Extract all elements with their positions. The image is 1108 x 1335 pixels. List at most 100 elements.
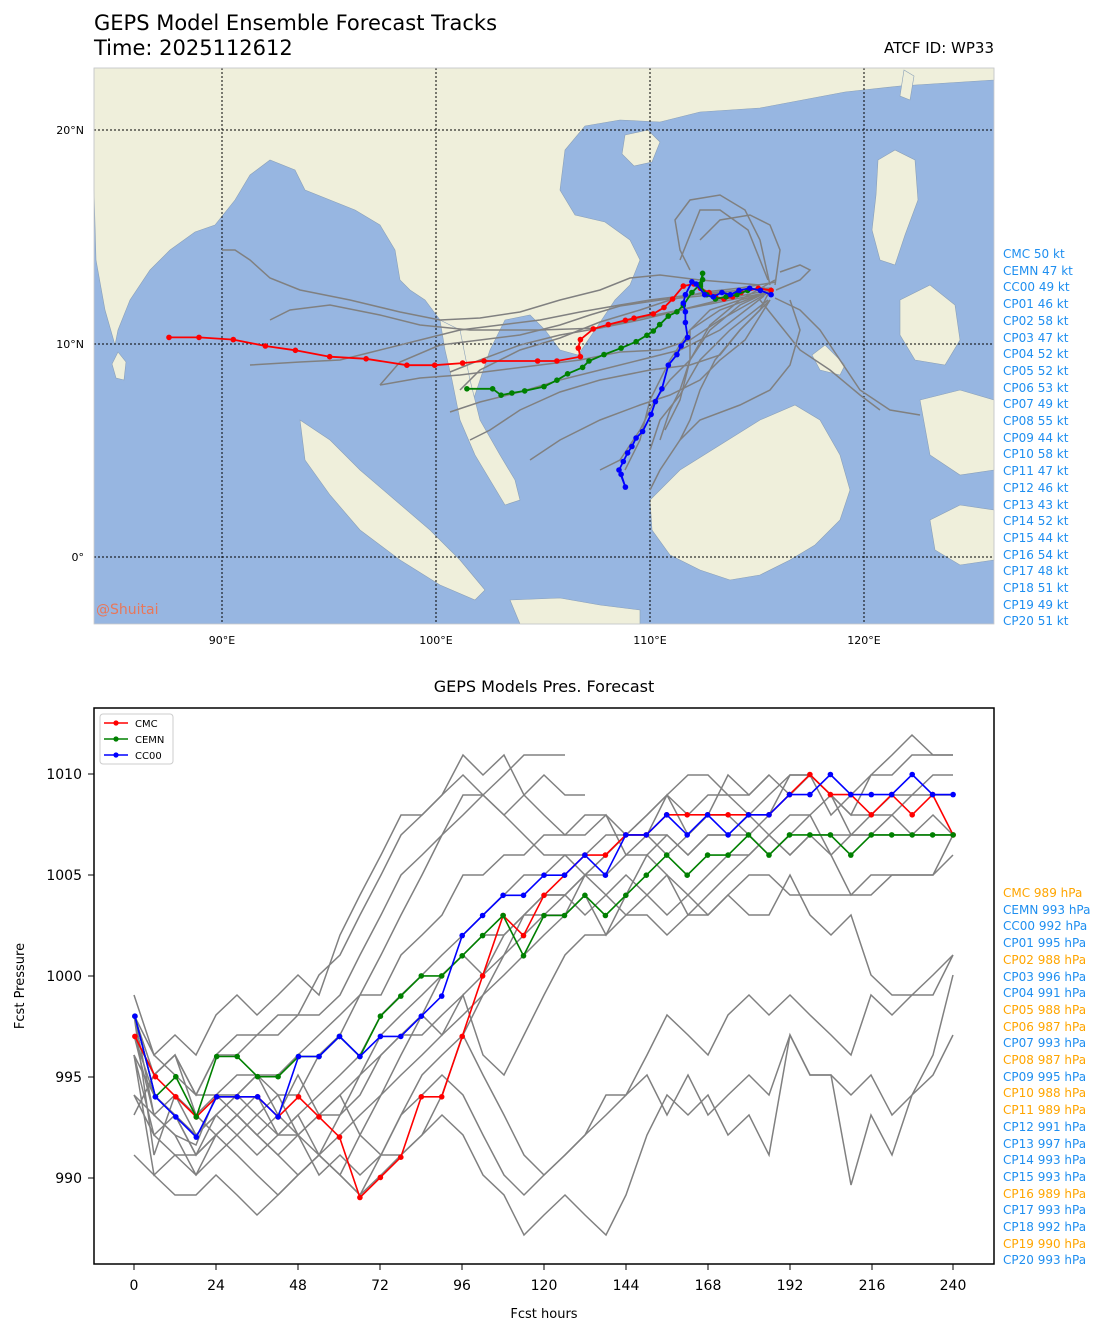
track-point-cc00 [678, 343, 684, 349]
intensity-label: CP16 54 kt [1003, 547, 1069, 562]
pressure-point-cemn [704, 852, 711, 858]
pressure-point-cmc [459, 1033, 466, 1040]
plot-ytick-label: 1005 [46, 868, 82, 884]
pressure-point-cc00 [909, 771, 915, 778]
pressure-point-cmc [602, 852, 609, 858]
pressure-point-cemn [275, 1073, 281, 1080]
intensity-label: CP15 44 kt [1003, 530, 1069, 545]
pressure-point-cc00 [684, 832, 690, 838]
track-point-cc00 [701, 291, 708, 298]
pressure-point-cmc [807, 771, 813, 778]
pressure-point-cemn [848, 852, 854, 858]
track-map: 90°E 100°E 110°E 120°E 20°N 10°N 0° [56, 67, 995, 647]
pressure-point-cc00 [152, 1094, 159, 1100]
plot-xtick-label: 96 [453, 1278, 471, 1294]
pressure-point-cemn [786, 832, 793, 838]
track-point-cemn [633, 338, 639, 345]
pressure-label: CP04 991 hPa [1003, 986, 1087, 1001]
track-point-cemn [564, 371, 571, 377]
track-point-cemn [699, 276, 706, 283]
track-point-cemn [601, 351, 607, 358]
track-point-cemn [734, 291, 740, 298]
track-point-cc00 [727, 291, 734, 298]
map-land [93, 67, 995, 625]
pressure-point-cemn [950, 832, 956, 838]
pressure-point-cc00 [500, 892, 506, 899]
intensity-label: CEMN 47 kt [1003, 263, 1073, 278]
map-time: Time: 2025112612 [94, 36, 293, 60]
pressure-label: CP03 996 hPa [1003, 969, 1087, 984]
track-point-cmc [650, 311, 657, 317]
pressure-label: CP02 988 hPa [1003, 952, 1087, 967]
pressure-point-cemn [766, 852, 772, 858]
track-point-cmc [554, 358, 560, 364]
pressure-label: CP19 990 hPa [1003, 1236, 1087, 1251]
intensity-label: CP13 43 kt [1003, 497, 1069, 512]
track-point-cmc [363, 356, 369, 362]
pressure-point-cmc [418, 1094, 425, 1100]
pressure-point-cc00 [520, 892, 527, 899]
legend-marker-cmc [113, 720, 119, 726]
pressure-label: CP07 993 hPa [1003, 1036, 1087, 1051]
pressure-point-cc00 [193, 1134, 200, 1140]
track-point-cmc [459, 360, 466, 366]
pressure-point-cc00 [357, 1053, 363, 1060]
pressure-label: CP06 987 hPa [1003, 1019, 1087, 1034]
track-point-cc00 [693, 281, 699, 287]
track-point-cemn [554, 377, 560, 384]
track-point-cemn [644, 332, 650, 339]
pressure-point-cemn [888, 832, 895, 838]
track-point-cc00 [689, 279, 695, 285]
plot-series [132, 771, 956, 1201]
legend-label-cmc: CMC [135, 719, 158, 730]
pressure-point-cmc [357, 1194, 363, 1201]
y-axis-label: Fcst Pressure [13, 943, 28, 1029]
intensity-label: CP07 49 kt [1003, 397, 1069, 412]
track-point-cemn [464, 386, 470, 392]
intensity-label: CP17 48 kt [1003, 564, 1069, 579]
plot-xtick-label: 144 [613, 1278, 640, 1294]
pressure-point-cc00 [848, 791, 854, 798]
track-point-cmc [661, 304, 667, 311]
pressure-point-cc00 [868, 791, 875, 798]
track-point-cc00 [682, 291, 689, 298]
pressure-point-cemn [623, 892, 629, 899]
pressure-point-cc00 [745, 812, 752, 818]
intensity-label-list: CMC 50 kt CEMN 47 kt CC00 49 kt CP01 46 kt C… [1003, 246, 1073, 630]
pressure-label: CP14 993 hPa [1003, 1153, 1087, 1168]
track-point-cmc [326, 353, 333, 360]
track-point-cc00 [746, 285, 753, 292]
pressure-label: CP18 992 hPa [1003, 1220, 1087, 1235]
pressure-point-cmc [377, 1174, 384, 1181]
pressure-point-cc00 [479, 912, 486, 919]
legend: CMC CEMN CC00 [99, 713, 174, 765]
track-point-cmc [230, 336, 237, 343]
track-point-cmc [622, 317, 629, 324]
pressure-point-cmc [316, 1114, 322, 1120]
track-point-cc00 [684, 334, 691, 341]
legend-marker-cc00 [113, 752, 119, 758]
pressure-point-cemn [213, 1053, 220, 1060]
pressure-point-cemn [500, 912, 506, 919]
pressure-point-cmc [868, 812, 875, 818]
pressure-point-cc00 [704, 812, 711, 818]
pressure-point-cc00 [173, 1114, 179, 1120]
pressure-point-cemn [582, 892, 588, 899]
pressure-label: CP09 995 hPa [1003, 1069, 1087, 1084]
intensity-label: CP05 52 kt [1003, 363, 1069, 378]
pressure-point-cc00 [336, 1033, 343, 1040]
track-point-cc00 [652, 398, 659, 405]
pressure-label: CP08 987 hPa [1003, 1053, 1087, 1068]
track-point-cmc [631, 315, 637, 322]
pressure-point-cc00 [561, 872, 568, 878]
intensity-label: CP03 47 kt [1003, 330, 1069, 345]
track-point-cemn [521, 388, 528, 394]
track-point-cc00 [624, 450, 631, 456]
pressure-point-cemn [541, 912, 547, 919]
map-frame [93, 67, 995, 625]
pressure-label: CP15 993 hPa [1003, 1169, 1087, 1184]
pressure-point-cc00 [807, 791, 813, 798]
pressure-point-cemn [868, 832, 875, 838]
pressure-point-cc00 [950, 791, 956, 798]
plot-xtick-label: 240 [940, 1278, 967, 1294]
